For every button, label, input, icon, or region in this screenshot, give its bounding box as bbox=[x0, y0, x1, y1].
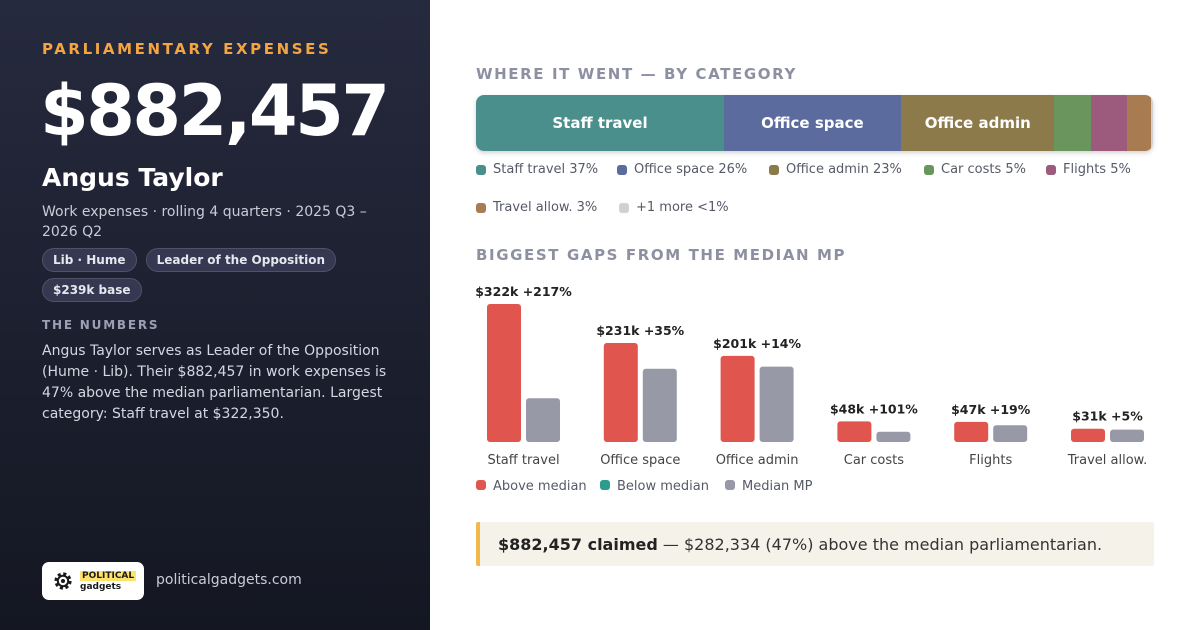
site-url: politicalgadgets.com bbox=[156, 572, 302, 588]
numbers-label: THE NUMBERS bbox=[42, 318, 160, 332]
category-legend-item: Staff travel 37% bbox=[476, 162, 598, 177]
pill-group: Lib · Hume Leader of the Opposition $239… bbox=[42, 248, 382, 308]
summary-callout: $882,457 claimed — $282,334 (47%) above … bbox=[476, 522, 1154, 566]
legend-swatch bbox=[600, 480, 610, 490]
legend-swatch bbox=[476, 480, 486, 490]
stack-segment-office-space: Office space bbox=[723, 95, 902, 151]
stack-segment-staff-travel: Staff travel bbox=[476, 95, 725, 151]
category-label: Office admin bbox=[716, 453, 799, 468]
legend-label: Above median bbox=[493, 479, 587, 494]
category-legend-item: Office admin 23% bbox=[769, 162, 902, 177]
category-label: Travel allow. bbox=[1067, 453, 1148, 468]
category-legend-item: +1 more <1% bbox=[619, 200, 729, 215]
kicker: PARLIAMENTARY EXPENSES bbox=[42, 40, 332, 58]
category-label: Flights bbox=[969, 453, 1012, 468]
bar-value-label: $201k +14% bbox=[713, 336, 801, 351]
bar-actual bbox=[954, 421, 989, 442]
logo: POLITICAL gadgets bbox=[42, 562, 144, 600]
category-label: Staff travel bbox=[487, 453, 559, 468]
bar-value-label: $231k +35% bbox=[596, 323, 684, 338]
gaps-bar-chart: $322k +217% Staff travel $231k +35% Office … bbox=[476, 284, 1148, 494]
stack-segment-office-admin: Office admin bbox=[900, 95, 1055, 151]
legend-label: Travel allow. 3% bbox=[493, 200, 598, 215]
stack-segment-1-more bbox=[1150, 95, 1153, 151]
bar-median bbox=[993, 425, 1028, 442]
numbers-text: Angus Taylor serves as Leader of the Opp… bbox=[42, 343, 387, 422]
legend-swatch bbox=[1046, 164, 1056, 175]
category-legend-item: Travel allow. 3% bbox=[476, 200, 597, 215]
legend-swatch bbox=[769, 164, 779, 175]
category-legend-item: Flights 5% bbox=[1046, 162, 1131, 177]
legend-label: Flights 5% bbox=[1063, 162, 1131, 177]
bar-median bbox=[876, 431, 911, 442]
gear-icon bbox=[54, 572, 72, 590]
legend-label: Below median bbox=[617, 479, 709, 494]
legend-label: Median MP bbox=[742, 479, 813, 494]
logo-text-top: POLITICAL bbox=[80, 571, 137, 581]
total-amount: $882,457 bbox=[40, 70, 390, 152]
legend-swatch bbox=[476, 202, 486, 213]
role-pill: Leader of the Opposition bbox=[145, 248, 337, 272]
bar-actual bbox=[603, 343, 638, 442]
legend-label: Office space 26% bbox=[634, 162, 748, 177]
legend-swatch bbox=[476, 164, 486, 175]
bar-actual bbox=[1071, 428, 1105, 442]
bar-median bbox=[526, 398, 560, 442]
party-seat-pill: Lib · Hume bbox=[42, 248, 137, 272]
bar-median bbox=[1110, 429, 1144, 442]
bar-actual bbox=[837, 421, 872, 442]
bar-median bbox=[642, 368, 677, 442]
base-salary-pill: $239k base bbox=[42, 278, 142, 302]
legend-swatch bbox=[619, 202, 629, 213]
category-legend-item: Car costs 5% bbox=[924, 162, 1026, 177]
category-label: Car costs bbox=[844, 453, 904, 468]
gaps-heading: BIGGEST GAPS FROM THE MEDIAN MP bbox=[476, 246, 847, 264]
legend-label: Staff travel 37% bbox=[493, 162, 599, 177]
mp-name: Angus Taylor bbox=[42, 163, 223, 192]
bar-median bbox=[759, 366, 794, 442]
bar-value-label: $48k +101% bbox=[830, 401, 918, 416]
logo-text-bottom: gadgets bbox=[80, 582, 122, 592]
category-heading: WHERE IT WENT — BY CATEGORY bbox=[476, 65, 797, 83]
legend-swatch bbox=[617, 164, 627, 175]
bar-actual bbox=[720, 355, 755, 442]
bar-value-label: $47k +19% bbox=[951, 402, 1031, 417]
stack-segment-travel-allow bbox=[1127, 95, 1152, 151]
category-legend-item: Office space 26% bbox=[617, 162, 747, 177]
subtitle: Work expenses · rolling 4 quarters · 202… bbox=[42, 204, 367, 240]
legend-swatch bbox=[924, 164, 934, 175]
profile-panel: PARLIAMENTARY EXPENSES $882,457 Angus Ta… bbox=[0, 0, 430, 630]
legend-label: +1 more <1% bbox=[636, 200, 729, 215]
category-label: Office space bbox=[600, 453, 680, 468]
legend-label: Car costs 5% bbox=[941, 162, 1027, 177]
bar-value-label: $322k +217% bbox=[476, 284, 572, 299]
stack-segment-flights bbox=[1091, 95, 1128, 151]
callout-rest: — $282,334 (47%) above the median parlia… bbox=[657, 534, 1103, 554]
bar-actual bbox=[487, 304, 521, 442]
callout-strong: $882,457 claimed bbox=[498, 534, 658, 554]
bar-value-label: $31k +5% bbox=[1072, 409, 1143, 424]
stack-segment-car-costs bbox=[1054, 95, 1092, 151]
legend-swatch bbox=[725, 480, 735, 490]
category-stacked-bar: Staff travel Office space Office admin bbox=[476, 95, 1153, 151]
legend-label: Office admin 23% bbox=[786, 162, 902, 177]
